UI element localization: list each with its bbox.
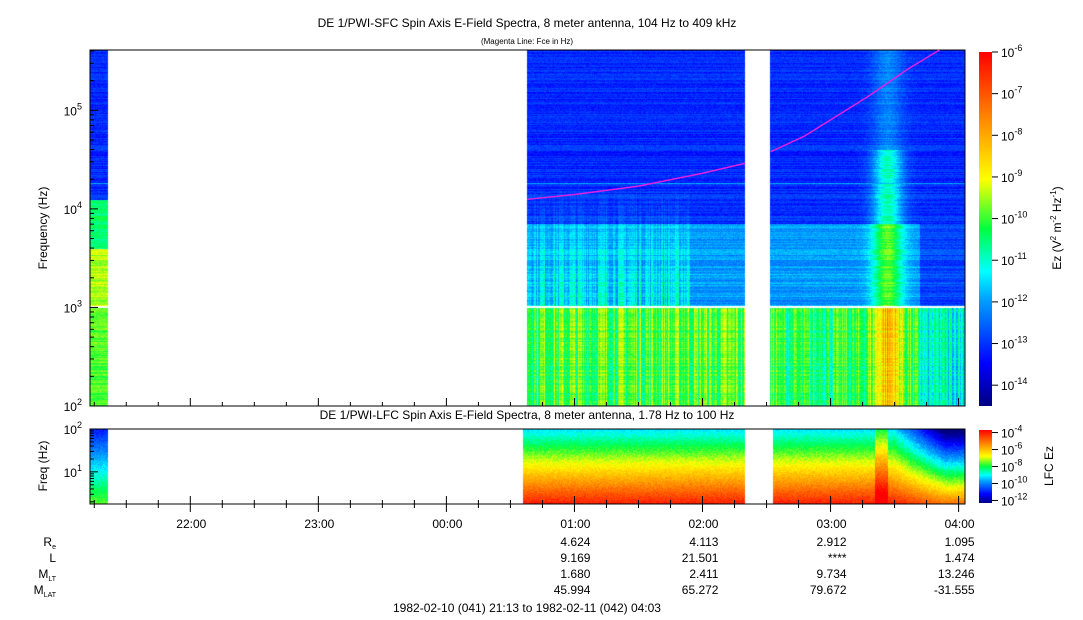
sfc-y-label: Frequency (Hz) (36, 187, 50, 270)
ephemeris-value: 65.272 (682, 583, 719, 597)
lfc-y-tick-label: 102 (64, 420, 82, 437)
sfc-colorbar-tick-label: 10-8 (1001, 126, 1022, 143)
lfc-colorbar-tick-label: 10-6 (1001, 441, 1022, 458)
x-tick-label: 03:00 (817, 517, 847, 531)
lfc-colorbar-label: LFC Ez (1042, 446, 1056, 486)
ephemeris-value: 79.672 (810, 583, 847, 597)
sfc-y-tick-label: 104 (64, 200, 82, 217)
sfc-subtitle: (Magenta Line: Fce in Hz) (481, 37, 573, 46)
lfc-colorbar (979, 430, 992, 503)
fce-magenta-line (527, 162, 746, 201)
lfc-spectrogram-heatmap (90, 429, 965, 504)
ephemeris-value: 9.734 (817, 567, 847, 581)
sfc-colorbar (979, 52, 992, 406)
ephemeris-value: 45.994 (554, 583, 591, 597)
ephemeris-value: 9.169 (560, 551, 590, 565)
sfc-colorbar-tick-label: 10-13 (1001, 335, 1027, 352)
sfc-colorbar-tick-label: 10-6 (1001, 43, 1022, 60)
fce-magenta-line (770, 49, 940, 153)
lfc-colorbar-tick-label: 10-8 (1001, 458, 1022, 475)
lfc-plot-frame (89, 428, 966, 505)
sfc-colorbar-label: Ez (V2 m-2 Hz-1) (1049, 186, 1064, 269)
ephemeris-value: **** (828, 551, 847, 565)
x-tick-label: 22:00 (176, 517, 206, 531)
sfc-colorbar-tick-label: 10-12 (1001, 293, 1027, 310)
sfc-plot-frame (89, 49, 966, 407)
lfc-title: DE 1/PWI-LFC Spin Axis E-Field Spectra, … (320, 408, 735, 422)
lfc-y-tick-label: 101 (64, 463, 82, 480)
sfc-colorbar-tick-label: 10-9 (1001, 168, 1022, 185)
sfc-y-tick-label: 103 (64, 298, 82, 315)
sfc-spectrogram-heatmap (90, 50, 965, 406)
ephemeris-value: 4.113 (689, 535, 718, 549)
date-range-label: 1982-02-10 (041) 21:13 to 1982-02-11 (04… (393, 601, 661, 615)
ephemeris-value: 1.474 (945, 551, 975, 565)
sfc-colorbar-tick-label: 10-14 (1001, 376, 1027, 393)
ephemeris-row-label: Re (43, 535, 56, 551)
sfc-y-tick-label: 105 (64, 101, 82, 118)
x-tick-label: 23:00 (304, 517, 334, 531)
ephemeris-row-label: MLT (38, 567, 56, 583)
sfc-colorbar-tick-label: 10-11 (1001, 251, 1027, 268)
ephemeris-value: 21.501 (682, 551, 719, 565)
sfc-colorbar-tick-label: 10-10 (1001, 210, 1027, 227)
ephemeris-row-label: MLAT (34, 583, 57, 599)
lfc-colorbar-tick-label: 10-10 (1001, 474, 1027, 491)
sfc-y-tick-label: 102 (64, 397, 82, 414)
ephemeris-value: 2.411 (689, 567, 718, 581)
ephemeris-row-label: L (49, 551, 56, 565)
ephemeris-value: 1.680 (560, 567, 590, 581)
lfc-colorbar-tick-label: 10-12 (1001, 491, 1027, 508)
ephemeris-value: 4.624 (560, 535, 590, 549)
sfc-title: DE 1/PWI-SFC Spin Axis E-Field Spectra, … (318, 16, 737, 30)
x-tick-label: 01:00 (560, 517, 590, 531)
x-tick-label: 00:00 (432, 517, 462, 531)
x-tick-label: 02:00 (688, 517, 718, 531)
ephemeris-value: 1.095 (945, 535, 975, 549)
ephemeris-value: -31.555 (934, 583, 975, 597)
lfc-colorbar-tick-label: 10-4 (1001, 424, 1022, 441)
sfc-colorbar-tick-label: 10-7 (1001, 85, 1022, 102)
ephemeris-value: 2.912 (817, 535, 847, 549)
ephemeris-value: 13.246 (938, 567, 975, 581)
x-tick-label: 04:00 (945, 517, 975, 531)
lfc-y-label: Freq (Hz) (36, 441, 50, 492)
